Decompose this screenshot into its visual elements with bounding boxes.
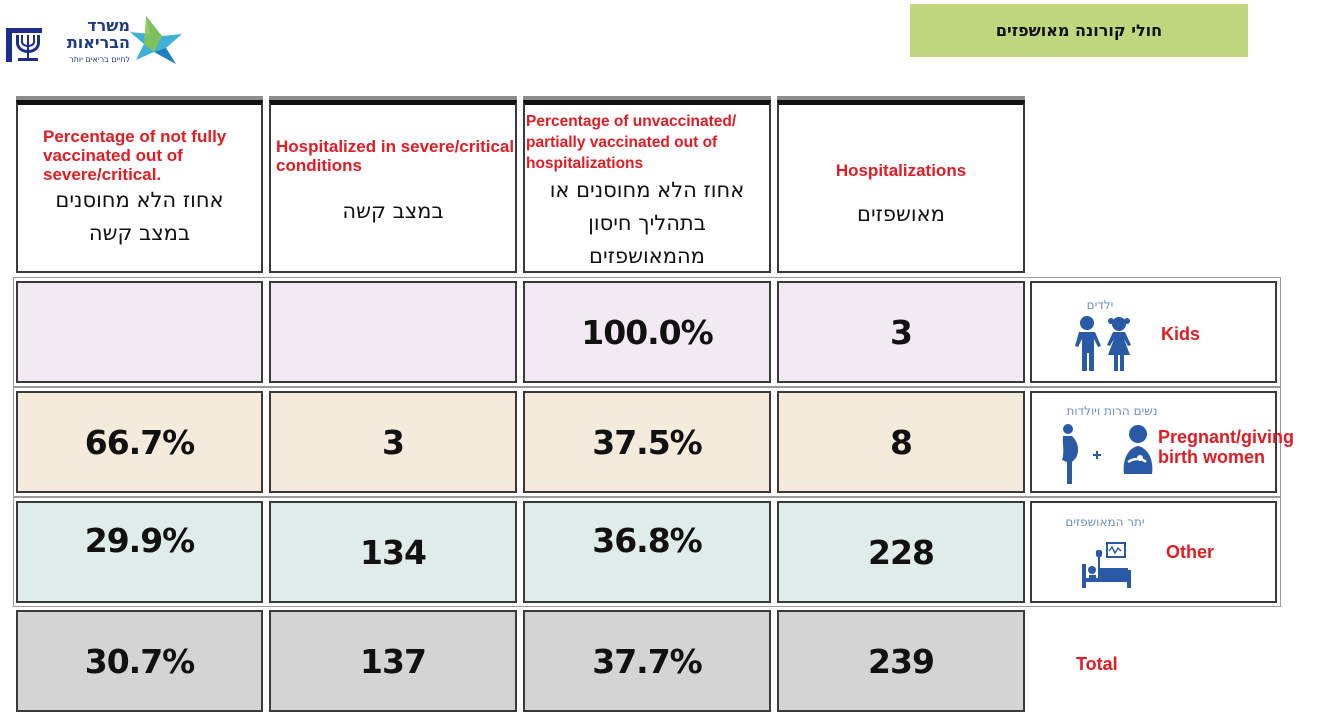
column-header-unvaccinated-severe-pct: Percentage of not fully vaccinated out o…	[16, 100, 263, 273]
table-cell: 100.0%	[523, 281, 771, 383]
table-cell: 30.7%	[16, 610, 263, 712]
category-label-en: Pregnant/giving birth women	[1158, 427, 1295, 467]
column-header-en: Hospitalizations	[835, 161, 967, 180]
pregnant-and-mother-icon	[1062, 424, 1153, 484]
table-cell: 29.9%	[16, 501, 263, 603]
category-label-he: נשים הרות ויולדות	[1066, 404, 1158, 418]
category-cell-pregnant	[1030, 391, 1277, 493]
category-label-he: ילדים	[1086, 298, 1114, 312]
row-frame-other	[13, 497, 1281, 607]
table-cell: 36.8%	[523, 501, 771, 603]
page-title-banner: חולי קורונה מאושפזים	[910, 4, 1248, 57]
column-header-he-line: בתהליך חיסון	[588, 211, 706, 235]
table-cell: 137	[269, 610, 517, 712]
table-cell: 239	[777, 610, 1025, 712]
column-header-he-line: במצב קשה	[342, 199, 444, 223]
state-emblem-menorah-icon	[4, 26, 44, 64]
total-label: Total	[1076, 654, 1118, 674]
table-cell	[16, 281, 263, 383]
table-cell: 37.5%	[523, 391, 771, 493]
ministry-name: משרד הבריאות	[66, 16, 130, 52]
column-header-he-line: במצב קשה	[88, 220, 191, 245]
ministry-tagline: לחיים בריאים יותר	[69, 55, 130, 64]
category-cell-other	[1030, 501, 1277, 603]
table-cell: 66.7%	[16, 391, 263, 493]
category-cell-kids	[1030, 281, 1277, 383]
hospital-bed-icon	[1082, 542, 1131, 588]
table-cell	[269, 281, 517, 383]
table-cell: 3	[269, 391, 517, 493]
column-header-he-line: מהמאושפזים	[589, 244, 705, 268]
category-label-he: יתר המאושפזים	[1065, 515, 1145, 529]
row-frame-kids	[13, 277, 1281, 387]
column-header-he-line: אחוז הלא מחוסנים או	[549, 178, 745, 202]
column-header-severe-count: Hospitalized in severe/critical conditio…	[269, 100, 517, 273]
table-cell: 3	[777, 281, 1025, 383]
table-cell: 228	[777, 501, 1025, 603]
table-cell: 37.7%	[523, 610, 771, 712]
table-cell: 134	[269, 501, 517, 603]
children-icon	[1075, 316, 1131, 371]
column-header-he-line: אחוז הלא מחוסנים	[55, 187, 224, 212]
category-label-en: Kids	[1161, 324, 1201, 344]
column-header-en: Hospitalized in severe/critical conditio…	[276, 137, 515, 175]
column-header-unvaccinated-hosp-pct: Percentage of unvaccinated/ partially va…	[523, 100, 771, 273]
table-cell: 8	[777, 391, 1025, 493]
column-header-he-line: מאושפזים	[857, 202, 945, 226]
page-title: חולי קורונה מאושפזים	[995, 21, 1163, 40]
row-frame-pregnant	[13, 387, 1281, 497]
column-header-hospitalizations: Hospitalizations מאושפזים	[777, 100, 1025, 273]
column-header-en: Percentage of not fully vaccinated out o…	[43, 126, 227, 184]
category-label-en: Other	[1166, 542, 1215, 562]
column-header-en: Percentage of unvaccinated/ partially va…	[526, 113, 737, 172]
ministry-of-health-logo	[130, 16, 182, 64]
